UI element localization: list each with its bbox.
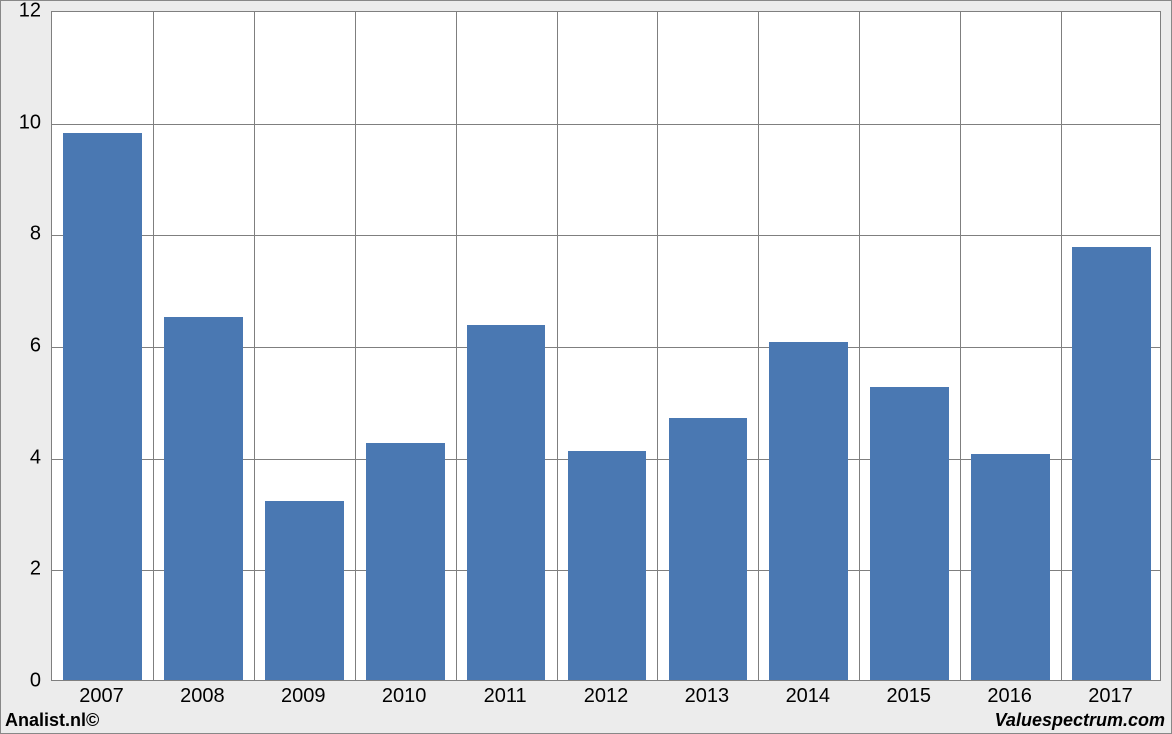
- gridline-v: [153, 12, 154, 680]
- bar: [971, 454, 1050, 680]
- y-tick-label: 8: [1, 223, 41, 246]
- x-tick-label: 2013: [685, 685, 730, 708]
- gridline-h: [52, 235, 1160, 236]
- y-tick-label: 2: [1, 558, 41, 581]
- gridline-v: [960, 12, 961, 680]
- x-tick-label: 2012: [584, 685, 629, 708]
- bar: [1072, 247, 1151, 680]
- gridline-v: [1061, 12, 1062, 680]
- y-tick-label: 0: [1, 670, 41, 693]
- y-tick-label: 10: [1, 111, 41, 134]
- y-tick-label: 4: [1, 446, 41, 469]
- x-tick-label: 2011: [484, 685, 527, 708]
- gridline-v: [557, 12, 558, 680]
- x-tick-label: 2008: [180, 685, 225, 708]
- x-tick-label: 2010: [382, 685, 427, 708]
- x-tick-label: 2015: [886, 685, 931, 708]
- x-tick-label: 2017: [1088, 685, 1133, 708]
- bar: [63, 133, 142, 680]
- x-tick-label: 2007: [79, 685, 124, 708]
- plot-area: [51, 11, 1161, 681]
- footer-left-label: Analist.nl©: [5, 710, 99, 731]
- gridline-v: [859, 12, 860, 680]
- bar: [870, 387, 949, 680]
- y-tick-label: 6: [1, 335, 41, 358]
- bar: [366, 443, 445, 680]
- chart-frame: 0 2 4 6 8 10 12 2007 2008 2009 2010 2011 2012 2013 20…: [0, 0, 1172, 734]
- x-tick-label: 2009: [281, 685, 326, 708]
- bar: [669, 418, 748, 680]
- y-tick-label: 12: [1, 0, 41, 23]
- gridline-v: [355, 12, 356, 680]
- x-tick-label: 2016: [987, 685, 1032, 708]
- bar: [164, 317, 243, 680]
- gridline-v: [254, 12, 255, 680]
- gridline-h: [52, 124, 1160, 125]
- footer-right-label: Valuespectrum.com: [995, 710, 1165, 731]
- gridline-v: [456, 12, 457, 680]
- gridline-v: [758, 12, 759, 680]
- gridline-v: [657, 12, 658, 680]
- bar: [568, 451, 647, 680]
- x-tick-label: 2014: [786, 685, 831, 708]
- bar: [467, 325, 546, 680]
- bar: [265, 501, 344, 680]
- bar: [769, 342, 848, 680]
